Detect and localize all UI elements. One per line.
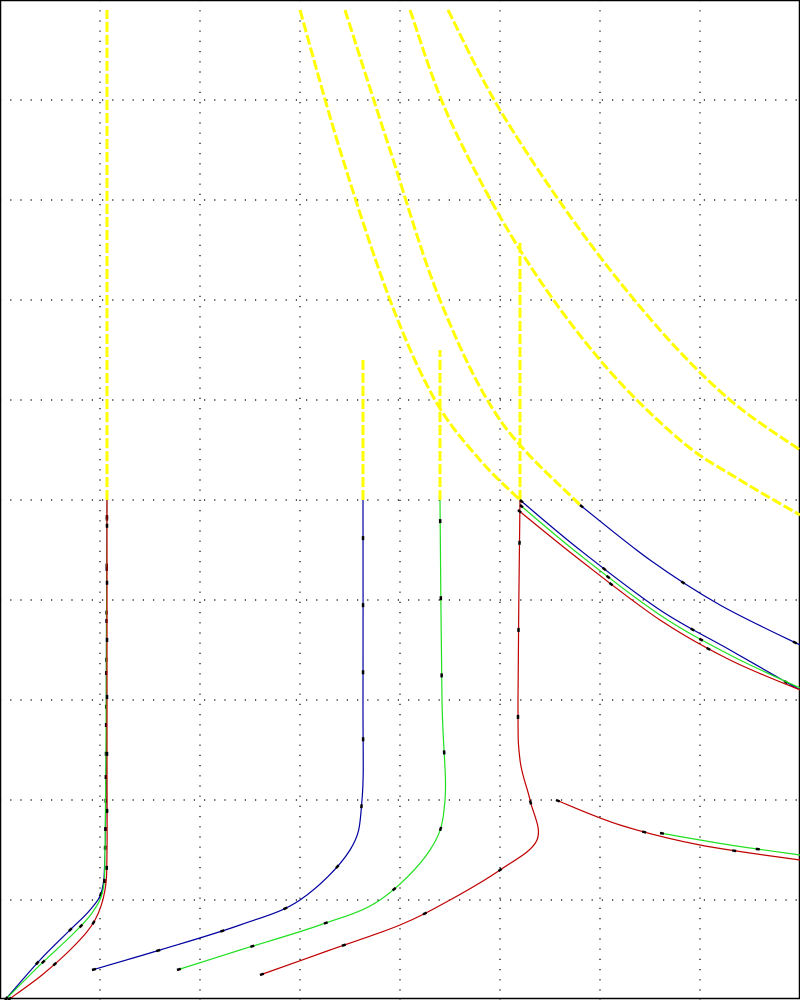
series-line-blue	[91, 499, 364, 971]
series-line-yellow	[446, 9, 800, 452]
series-line-yellow	[298, 9, 522, 502]
series-line-red	[7, 500, 108, 1000]
series-line-yellow	[408, 9, 800, 517]
series-line-red	[555, 799, 800, 861]
series-group	[4, 9, 800, 1000]
series-line-yellow	[343, 9, 582, 507]
series-line-green	[519, 504, 800, 689]
series-line-blue	[519, 499, 800, 691]
series-line-green	[176, 499, 447, 971]
series-line-green	[659, 832, 800, 856]
series-line-green	[4, 499, 108, 1000]
series-line-red	[259, 499, 540, 976]
series-line-red	[517, 509, 800, 691]
series-markers	[579, 504, 800, 647]
